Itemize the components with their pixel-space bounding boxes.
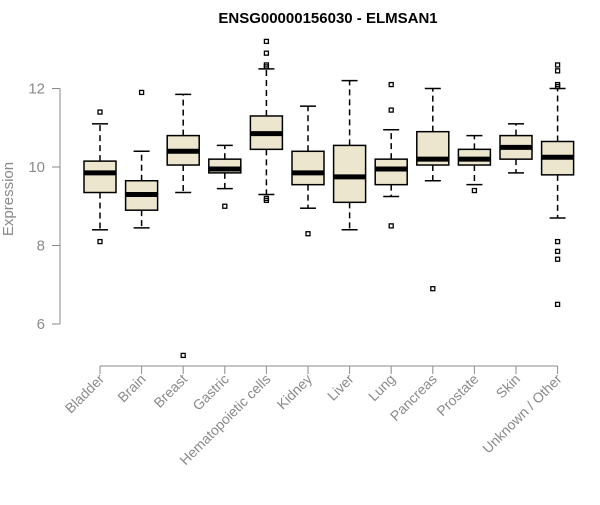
chart-title: ENSG00000156030 - ELMSAN1 (218, 10, 437, 27)
box-brain (124, 89, 159, 229)
outlier-point (180, 352, 186, 359)
box-pancreas (416, 87, 450, 292)
outlier-point (554, 238, 561, 245)
outlier-point (554, 62, 561, 68)
box-breast (166, 93, 200, 359)
outlier-point (554, 68, 561, 74)
y-tick-label: 6 (37, 316, 45, 333)
x-tick-label-brain: Brain (114, 371, 148, 405)
box-prostate (457, 134, 492, 194)
outlier-point (222, 203, 228, 209)
outlier-point (305, 231, 311, 237)
box-bladder (83, 109, 117, 245)
y-tick-label: 10 (28, 159, 45, 176)
outlier-point (554, 248, 561, 255)
x-tick-label-lung: Lung (365, 371, 398, 404)
outlier-point (263, 38, 270, 45)
box-liver (332, 79, 367, 231)
box-skin (499, 123, 533, 174)
x-tick-label-skin: Skin (493, 371, 524, 402)
y-tick-label: 8 (37, 238, 45, 255)
outlier-point (263, 197, 270, 204)
x-tick-label-breast: Breast (150, 371, 190, 411)
x-tick-label-prostate: Prostate (433, 371, 481, 419)
outlier-point (263, 50, 270, 56)
outlier-point (554, 301, 561, 308)
y-axis-label: Expression (0, 162, 17, 236)
box-hematopoietic-cells (249, 38, 284, 204)
box-kidney (291, 105, 325, 237)
box-rect (83, 160, 117, 194)
outlier-point (388, 81, 394, 88)
outlier-point (263, 64, 270, 70)
box-rect (332, 144, 367, 204)
box-gastric (208, 144, 242, 209)
boxes-group (83, 38, 575, 359)
outlier-point (388, 223, 394, 229)
outlier-point (97, 238, 103, 245)
outlier-point (138, 89, 145, 96)
outlier-point (554, 256, 561, 262)
outlier-point (430, 286, 436, 292)
outlier-point (554, 83, 561, 90)
y-tick-label: 12 (28, 81, 45, 98)
outlier-point (471, 187, 478, 194)
x-tick-label-kidney: Kidney (274, 371, 316, 413)
outlier-point (388, 107, 394, 113)
outlier-point (97, 109, 103, 115)
box-rect (374, 158, 408, 186)
x-tick-label-bladder: Bladder (62, 371, 108, 417)
x-tick-label-unknown-other: Unknown / Other (479, 371, 565, 457)
x-tick-label-liver: Liver (324, 371, 357, 404)
y-axis: 6 8 10 12 (28, 81, 61, 333)
box-lung (374, 81, 408, 229)
box-unknown-other (540, 62, 575, 308)
box-rect (291, 150, 325, 186)
